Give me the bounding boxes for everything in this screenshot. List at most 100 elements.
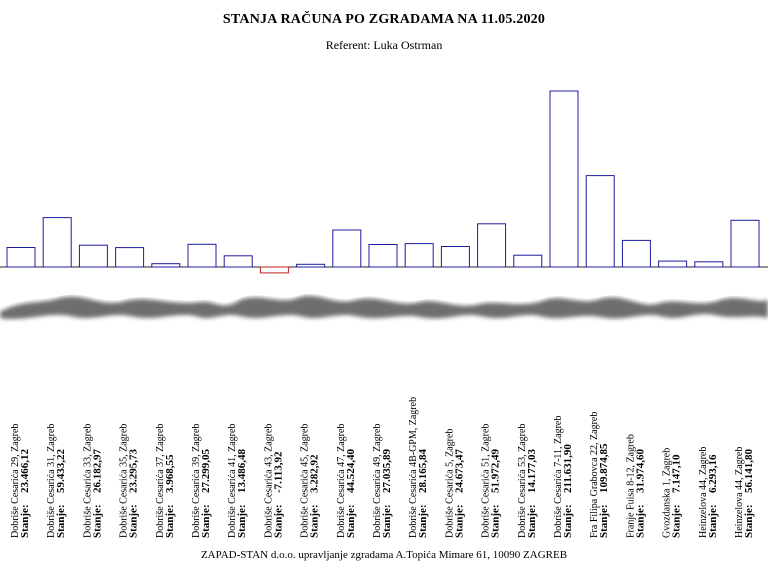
stanje-label: Stanje: xyxy=(164,504,176,538)
stanje-label: Stanje: xyxy=(309,504,321,538)
balance-value: 31.974,60 xyxy=(634,449,646,494)
bar xyxy=(151,263,181,268)
building-address: Dobriše Cesarića 35, Zagreb xyxy=(119,424,130,538)
category-labels-group: Dobriše Cesarića 29, ZagrebStanje:23.466… xyxy=(10,397,755,538)
stanje-label: Stanje: xyxy=(671,504,683,538)
stanje-label: Stanje: xyxy=(128,504,140,538)
balance-value: 59.433,22 xyxy=(55,449,67,494)
building-address: Dobriše Cesarića 39, Zagreb xyxy=(191,424,202,538)
bar xyxy=(404,243,434,268)
stanje-label: Stanje: xyxy=(634,504,646,538)
stanje-label: Stanje: xyxy=(200,504,212,538)
chart-subtitle: Referent: Luka Ostrman xyxy=(325,38,443,52)
bar xyxy=(621,239,651,268)
bar xyxy=(42,217,72,268)
bar xyxy=(259,266,289,274)
building-address: Heinzelova 44, Zagreb xyxy=(734,447,745,538)
building-address: Dobriše Cesarića 47, Zagreb xyxy=(336,424,347,538)
stanje-label: Stanje: xyxy=(453,504,465,538)
balance-value: 109.874,85 xyxy=(598,443,610,493)
paper-tear-edge xyxy=(0,292,768,319)
balance-value: 6.293,16 xyxy=(707,454,719,493)
balance-value: 26.182,97 xyxy=(91,449,103,494)
balance-value: 28.165,84 xyxy=(417,449,429,494)
stanje-label: Stanje: xyxy=(236,504,248,538)
stanje-label: Stanje: xyxy=(598,504,610,538)
bar xyxy=(296,263,326,268)
bar xyxy=(115,247,145,268)
bars-group xyxy=(0,90,768,274)
building-address: Dobriše Cesarića 45, Zagreb xyxy=(300,424,311,538)
balance-value: 27.299,05 xyxy=(200,449,212,494)
stanje-label: Stanje: xyxy=(345,504,357,538)
building-address: Dobriše Cesarića 4B-GPM, Zagreb xyxy=(408,397,419,538)
stanje-label: Stanje: xyxy=(526,504,538,538)
building-address: Dobriše Cesarića 49, Zagreb xyxy=(372,424,383,538)
stanje-label: Stanje: xyxy=(490,504,502,538)
stanje-label: Stanje: xyxy=(381,504,393,538)
balance-value: 13.486,48 xyxy=(236,449,248,494)
bar xyxy=(78,244,108,268)
balance-value: 23.295,73 xyxy=(128,449,140,494)
balance-value: 7.147,10 xyxy=(671,454,683,493)
bar xyxy=(585,175,615,268)
bar xyxy=(368,244,398,268)
building-address: Dobriše Cesarića 33, Zagreb xyxy=(82,424,93,538)
bar xyxy=(730,219,760,268)
building-address: Gvozdanska 1, Zagreb xyxy=(662,448,673,538)
bar xyxy=(6,247,36,268)
stanje-label: Stanje: xyxy=(743,504,755,538)
stanje-label: Stanje: xyxy=(91,504,103,538)
balance-value: 51.972,49 xyxy=(490,449,502,494)
bar xyxy=(332,229,362,268)
stanje-label: Stanje: xyxy=(55,504,67,538)
balance-value: 27.035,89 xyxy=(381,449,393,494)
bar xyxy=(440,246,470,268)
bar xyxy=(513,254,543,268)
stanje-label: Stanje: xyxy=(19,504,31,538)
footer-text: ZAPAD-STAN d.o.o. upravljanje zgradama A… xyxy=(200,549,568,561)
balance-value: 23.466,12 xyxy=(19,449,31,494)
balance-value: 211.631,90 xyxy=(562,444,574,493)
building-address: Dobriše Cesarića 51, Zagreb xyxy=(481,424,492,538)
stanje-label: Stanje: xyxy=(272,504,284,538)
building-address: Dobriše Cesarića 5, Zagreb xyxy=(444,429,455,538)
bar xyxy=(694,261,724,268)
building-address: Dobriše Cesarića 29, Zagreb xyxy=(10,424,21,538)
building-address: Dobriše Cesarića 31, Zagreb xyxy=(46,424,57,538)
bar xyxy=(187,243,217,268)
building-address: Franje Fuisa 8-12, Zagreb xyxy=(625,434,636,538)
building-address: Dobriše Cesarića 37, Zagreb xyxy=(155,424,166,538)
building-address: Dobriše Cesarića 7-11, Zagreb xyxy=(553,416,564,538)
building-address: Dobriše Cesarića 53, Zagreb xyxy=(517,424,528,538)
building-address: Fra Filipa Grabovca 22, Zagreb xyxy=(589,412,600,538)
stanje-label: Stanje: xyxy=(562,504,574,538)
building-address: Dobriše Cesarića 41, Zagreb xyxy=(227,424,238,538)
balance-value: 24.673,47 xyxy=(453,449,465,494)
balance-value: 3.968,55 xyxy=(164,454,176,493)
balance-value: 3.282,92 xyxy=(309,454,321,493)
stanje-label: Stanje: xyxy=(417,504,429,538)
building-address: Dobriše Cesarića 43, Zagreb xyxy=(263,424,274,538)
bar xyxy=(658,260,688,268)
balance-value: 56.141,80 xyxy=(743,449,755,494)
balance-value: 44.524,40 xyxy=(345,449,357,494)
building-address: Heinzelova 44, Zagreb xyxy=(698,447,709,538)
